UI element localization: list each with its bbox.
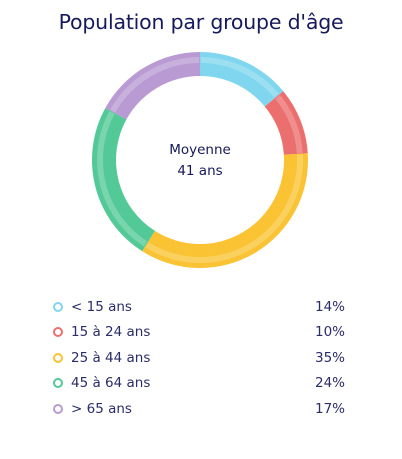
legend-item-lt-15[interactable]: < 15 ans 14% [53, 294, 345, 320]
legend-marker-icon [53, 403, 63, 414]
donut-slice-highlight-gt-65 [110, 57, 200, 113]
chart-title: Population par groupe d'âge [58, 10, 344, 34]
legend-label: > 65 ans [71, 400, 132, 417]
donut-slice-highlight-lt-15 [200, 57, 279, 98]
legend-marker-icon [53, 352, 63, 363]
legend-value: 35% [314, 349, 345, 366]
donut-slice-15-24[interactable] [264, 91, 308, 155]
legend-value: 14% [314, 298, 345, 315]
center-label-title: Moyenne [169, 142, 231, 158]
donut-slice-25-44[interactable] [142, 153, 308, 268]
center-label-value: 41 ans [177, 163, 223, 179]
legend-item-25-44[interactable]: 25 à 44 ans 35% [53, 345, 345, 371]
legend-label: < 15 ans [71, 298, 132, 315]
donut-slice-highlight-15-24 [275, 95, 303, 154]
legend-label: 25 à 44 ans [71, 349, 151, 366]
legend-label: 15 à 24 ans [71, 324, 151, 341]
legend-item-15-24[interactable]: 15 à 24 ans 10% [53, 320, 345, 346]
chart-legend: < 15 ans 14% 15 à 24 ans 10% 25 à 44 ans 35% 4… [53, 294, 345, 422]
legend-label: 45 à 64 ans [71, 375, 151, 392]
legend-value: 24% [314, 375, 345, 392]
donut-slice-lt-15[interactable] [200, 52, 284, 107]
donut-slice-gt-65[interactable] [105, 52, 200, 120]
legend-item-gt-65[interactable]: > 65 ans 17% [53, 396, 345, 422]
legend-item-45-64[interactable]: 45 à 64 ans 24% [53, 371, 345, 397]
legend-marker-icon [53, 378, 63, 389]
legend-marker-icon [53, 327, 63, 338]
donut-slice-highlight-45-64 [97, 111, 148, 247]
donut-slices [92, 52, 308, 268]
donut-slice-highlight-25-44 [145, 154, 303, 263]
donut-slice-45-64[interactable] [92, 107, 155, 252]
legend-value: 10% [314, 324, 345, 341]
donut-chart [92, 52, 308, 268]
legend-value: 17% [314, 400, 345, 417]
legend-marker-icon [53, 301, 63, 312]
